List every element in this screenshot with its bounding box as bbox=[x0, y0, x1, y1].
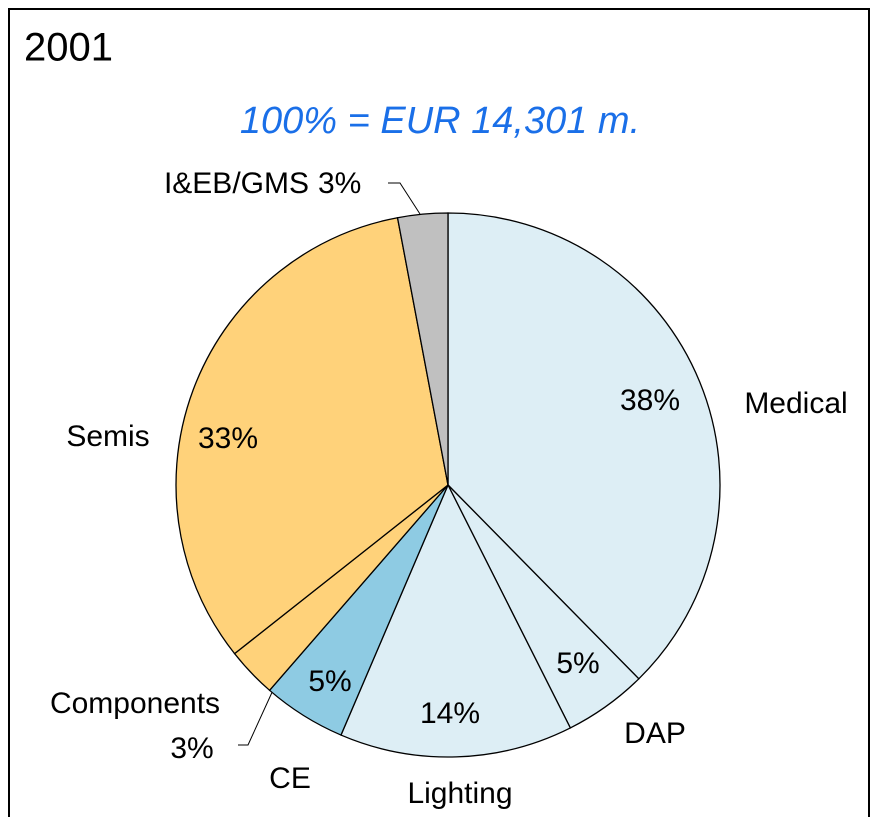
leader-line bbox=[388, 182, 421, 215]
value-label: 33% bbox=[198, 422, 258, 455]
category-label: I&EB/GMS bbox=[164, 167, 309, 200]
value-label: 38% bbox=[620, 384, 680, 417]
pie-slice bbox=[447, 212, 721, 680]
chart-title: 2001 bbox=[24, 26, 113, 70]
value-label: 5% bbox=[308, 665, 351, 698]
value-label: 3% bbox=[170, 732, 213, 765]
value-label: 14% bbox=[420, 697, 480, 730]
pie-slice bbox=[340, 483, 572, 758]
category-label: Semis bbox=[66, 420, 149, 453]
value-label: 3% bbox=[318, 167, 361, 200]
frame bbox=[8, 8, 870, 817]
pie-slice bbox=[396, 212, 449, 486]
category-label: DAP bbox=[624, 717, 686, 750]
category-label: Components bbox=[50, 687, 220, 720]
pie-slice bbox=[175, 216, 449, 655]
category-label: CE bbox=[269, 762, 311, 795]
category-label: Medical bbox=[744, 387, 847, 420]
leader-line bbox=[238, 687, 275, 746]
chart-subtitle: 100% = EUR 14,301 m. bbox=[240, 100, 640, 142]
value-label: 5% bbox=[556, 647, 599, 680]
category-label: Lighting bbox=[407, 777, 512, 810]
